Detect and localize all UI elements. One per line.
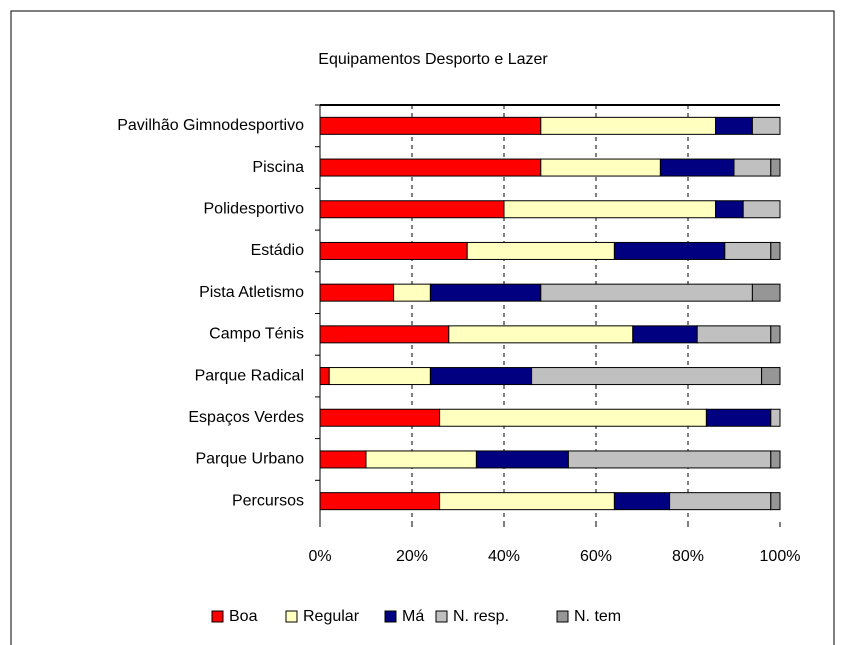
bar-segment	[319, 283, 395, 302]
x-tick-label: 60%	[580, 548, 612, 565]
x-tick-label: 20%	[396, 548, 428, 565]
bar-segment	[365, 450, 477, 469]
bar-segment	[770, 158, 781, 177]
legend-swatch	[556, 610, 569, 623]
bar-segment	[319, 450, 367, 469]
bar-segment	[742, 200, 781, 219]
bar-segment	[751, 116, 781, 135]
legend-label: Regular	[303, 608, 360, 625]
y-tick-label: Piscina	[252, 159, 304, 176]
bar-segment	[531, 367, 763, 386]
bar-segment	[540, 283, 753, 302]
y-tick-label: Polidesportivo	[204, 200, 305, 217]
bar-segment	[503, 200, 717, 219]
legend-label: N. tem	[574, 608, 621, 625]
bar-segment	[319, 325, 450, 344]
y-tick-label: Parque Radical	[195, 367, 304, 384]
bar-segment	[705, 408, 772, 427]
bar-segment	[669, 492, 772, 511]
bar-segment	[724, 241, 772, 260]
bar-segment	[319, 200, 505, 219]
y-tick-label: Pavilhão Gimnodesportivo	[117, 117, 304, 134]
legend-swatch	[285, 610, 298, 623]
bar-segment	[751, 283, 781, 302]
legend-swatch	[384, 610, 397, 623]
x-tick-label: 40%	[488, 548, 520, 565]
legend-label: Boa	[229, 608, 258, 625]
chart-title: Equipamentos Desporto e Lazer	[318, 51, 548, 68]
y-tick-label: Estádio	[251, 242, 304, 259]
bar-segment	[393, 283, 431, 302]
bar-segment	[319, 492, 441, 511]
legend-swatch	[435, 610, 448, 623]
bar-segment	[770, 408, 781, 427]
bar-segment	[770, 241, 781, 260]
bar-segment	[448, 325, 634, 344]
bar-segment	[429, 283, 542, 302]
bar-segment	[715, 200, 744, 219]
bar-segment	[770, 450, 781, 469]
bar-segment	[429, 367, 533, 386]
bar-segment	[439, 408, 707, 427]
legend-label: N. resp.	[453, 608, 509, 625]
y-tick-label: Campo Ténis	[209, 326, 304, 343]
x-tick-label: 0%	[308, 548, 331, 565]
bar-segment	[319, 367, 330, 386]
bar-segment	[319, 158, 542, 177]
bar-segment	[439, 492, 615, 511]
bar-segment	[567, 450, 772, 469]
x-tick-label: 80%	[672, 548, 704, 565]
bar-segment	[319, 408, 441, 427]
bar-segment	[328, 367, 431, 386]
x-tick-label: 100%	[760, 548, 801, 565]
bar-segment	[540, 116, 717, 135]
bar-segment	[770, 325, 781, 344]
legend-swatch	[211, 610, 224, 623]
bar-segment	[613, 492, 671, 511]
bar-segment	[770, 492, 781, 511]
bar-segment	[632, 325, 698, 344]
bar-segment	[715, 116, 753, 135]
bar-segment	[761, 367, 781, 386]
bar-segment	[475, 450, 569, 469]
legend-label: Má	[402, 608, 424, 625]
bar-segment	[466, 241, 615, 260]
bar-segment	[540, 158, 661, 177]
y-tick-label: Espaços Verdes	[188, 409, 304, 426]
y-tick-label: Percursos	[232, 492, 304, 509]
bar-segment	[319, 116, 542, 135]
bar-segment	[613, 241, 726, 260]
bar-segment	[659, 158, 735, 177]
bar-segment	[696, 325, 772, 344]
y-tick-label: Parque Urbano	[195, 451, 304, 468]
bar-segment	[319, 241, 468, 260]
bar-segment	[733, 158, 772, 177]
y-tick-label: Pista Atletismo	[199, 284, 304, 301]
